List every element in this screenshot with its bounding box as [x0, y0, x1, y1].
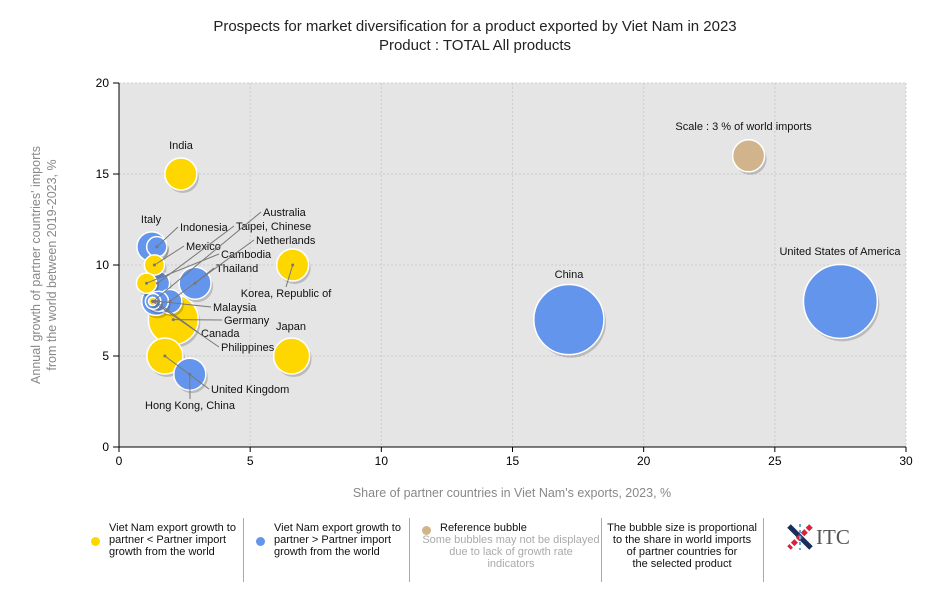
divider	[601, 518, 602, 582]
leader-line	[157, 225, 235, 284]
bubble-label: Cambodia	[221, 249, 272, 261]
bubble-center-dot	[151, 299, 155, 303]
bubble-label: Mexico	[186, 241, 221, 253]
bubble-label: Korea, Republic of	[241, 288, 332, 300]
y-tick-label: 10	[96, 258, 110, 272]
leader-line	[146, 253, 220, 284]
bubble-center-dot	[152, 263, 156, 267]
legend-size-note: The bubble size is proportional to the s…	[602, 522, 762, 570]
bubble-center-dot	[154, 299, 158, 303]
legend-yellow-marker	[91, 537, 100, 546]
bubble-label: Hong Kong, China	[145, 400, 236, 412]
bubble-center-dot	[291, 263, 295, 267]
bubble-label: India	[169, 140, 194, 152]
bubble-label: Netherlands	[256, 235, 316, 247]
legend-text: Reference bubble	[440, 522, 527, 534]
legend-text: growth from the world	[274, 546, 380, 558]
legend-yellow[interactable]: Viet Nam export growth to partner < Part…	[109, 522, 236, 558]
legend-text: of partner countries for	[626, 546, 738, 558]
legend-note: indicators	[487, 558, 535, 570]
y-tick-label: 15	[96, 167, 110, 181]
bubble-label: Philippines	[221, 342, 275, 354]
leader-line	[164, 355, 210, 390]
legend-text: The bubble size is proportional	[607, 522, 757, 534]
legend-text: Viet Nam export growth to	[109, 522, 236, 534]
leader-line	[285, 264, 294, 288]
legend-blue-marker	[256, 537, 265, 546]
leader-line	[156, 226, 179, 248]
legend-text: the selected product	[632, 558, 732, 570]
bubble-label: Thailand	[216, 263, 258, 275]
legend-text: growth from the world	[109, 546, 215, 558]
y-tick-label: 5	[102, 349, 109, 363]
itc-logo-text: ITC	[816, 525, 850, 549]
legend-text: to the share in world imports	[612, 534, 752, 546]
bubble-plot: 0 5 10 15 20 25 30 0 5 10 15 20 United States of Am…	[29, 76, 913, 500]
bubble-center-dot	[188, 372, 192, 376]
x-tick-label: 15	[506, 454, 520, 468]
legend-note: due to lack of growth rate	[449, 546, 573, 558]
x-tick-label: 20	[637, 454, 651, 468]
x-tick-label: 5	[247, 454, 254, 468]
chart-subtitle: Product : TOTAL All products	[378, 37, 572, 54]
y-axis-label-line2: from the world between 2019-2023, %	[45, 159, 59, 370]
legend-reference: Reference bubble Some bubbles may not be…	[416, 522, 606, 570]
bubble-japan	[272, 337, 311, 375]
divider	[763, 518, 764, 582]
x-tick-label: 0	[116, 454, 123, 468]
leader-line	[152, 211, 262, 302]
divider	[409, 518, 410, 582]
x-axis-label: Share of partner countries in Viet Nam's…	[353, 486, 671, 500]
legend-blue[interactable]: Viet Nam export growth to partner > Part…	[274, 522, 401, 558]
leader-line	[152, 300, 220, 348]
bubble-label: Indonesia	[180, 222, 229, 234]
bubble-label: Malaysia	[213, 302, 257, 314]
leader-line	[158, 300, 212, 308]
bubble-label: China	[555, 269, 585, 281]
reference-bubble	[731, 139, 766, 173]
y-tick-label: 0	[102, 440, 109, 454]
bubble-center-dot	[156, 281, 160, 285]
itc-logo-icon	[787, 524, 813, 550]
bubble-center-dot	[171, 318, 175, 322]
chart-title: Prospects for market diversification for…	[213, 18, 737, 35]
bubble-center-dot	[155, 245, 159, 249]
bubble-center-dot	[145, 281, 149, 285]
x-tick-label: 10	[375, 454, 389, 468]
bubble-center-dot	[163, 354, 167, 358]
bubble-center-dot	[156, 299, 160, 303]
legend-text: Viet Nam export growth to	[274, 522, 401, 534]
y-tick-label: 20	[96, 76, 110, 90]
legend-reference-marker	[422, 526, 431, 535]
bubble-label: Taipei, Chinese	[236, 221, 311, 233]
leader-line	[154, 245, 185, 266]
leader-line	[169, 239, 255, 302]
bubble-label: Germany	[224, 315, 270, 327]
y-axis-label-line1: Annual growth of partner countries' impo…	[29, 146, 43, 384]
legend-text: partner > Partner import	[274, 534, 392, 546]
bubble-label: Canada	[201, 328, 240, 340]
bubble-label: United Kingdom	[211, 384, 289, 396]
x-tick-label: 30	[899, 454, 913, 468]
bubble-label: Australia	[263, 207, 307, 219]
legend-note: Some bubbles may not be displayed	[422, 534, 600, 546]
legend-text: partner < Partner import	[109, 534, 227, 546]
reference-label: Scale : 3 % of world imports	[675, 121, 812, 133]
bubble-label: Italy	[141, 214, 162, 226]
bubble-united-states-of-america	[802, 263, 879, 340]
bubble-label: United States of America	[779, 246, 901, 258]
bubble-label: Japan	[276, 321, 306, 333]
bubble-china	[533, 283, 605, 356]
x-tick-label: 25	[768, 454, 782, 468]
divider	[243, 518, 244, 582]
bubble-india	[164, 157, 198, 191]
